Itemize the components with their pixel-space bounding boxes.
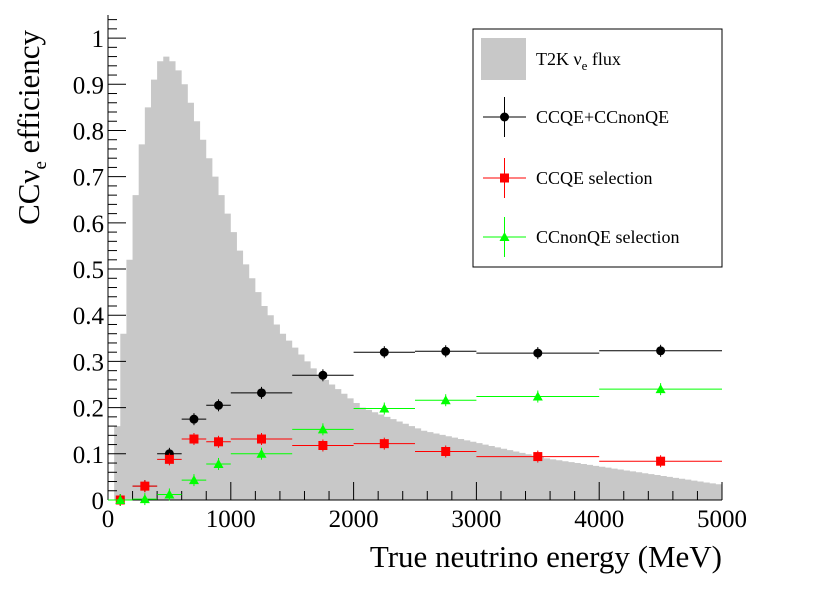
data-point xyxy=(189,414,199,424)
legend-marker xyxy=(499,232,510,241)
y-tick-label: 0.7 xyxy=(73,165,104,192)
legend-flux-label-part: T2K ν xyxy=(536,49,582,69)
data-point xyxy=(379,403,390,413)
data-point xyxy=(214,437,224,447)
data-point xyxy=(257,388,266,398)
y-tick-label: 0.6 xyxy=(73,211,104,238)
y-axis-title-main: CCν xyxy=(11,170,46,225)
plot-frame xyxy=(107,15,722,501)
data-point xyxy=(317,424,328,434)
series-triangle xyxy=(108,383,722,506)
y-tick-label: 0.2 xyxy=(73,396,104,423)
data-point xyxy=(655,384,666,394)
legend: T2K νe flux CCQE+CCnonQE CCQE selection CCn… xyxy=(472,28,723,268)
legend-flux-label-part: flux xyxy=(587,49,621,69)
y-axis-title-sub: e xyxy=(30,161,51,169)
data-point xyxy=(189,434,199,444)
data-point xyxy=(533,348,543,358)
x-tick-label: 0 xyxy=(102,506,115,533)
legend-label: CCnonQE selection xyxy=(536,227,679,247)
y-axis-title-rest: efficiency xyxy=(11,30,46,162)
y-tick-label: 0.9 xyxy=(73,72,104,99)
x-axis-title: True neutrino energy (MeV) xyxy=(370,539,722,574)
legend-label: CCQE+CCnonQE xyxy=(536,107,669,127)
y-tick-label: 0 xyxy=(92,488,105,515)
flux-histogram-area xyxy=(114,56,722,500)
x-tick-label: 5000 xyxy=(697,506,747,533)
data-point xyxy=(164,489,175,499)
data-point xyxy=(656,346,666,356)
x-tick-label: 1000 xyxy=(206,506,256,533)
x-tick-label: 3000 xyxy=(451,506,501,533)
y-tick-label: 0.3 xyxy=(73,349,104,376)
data-point xyxy=(441,447,451,456)
y-tick-label: 0.8 xyxy=(73,118,104,145)
data-point xyxy=(140,481,150,491)
y-tick-label: 0.4 xyxy=(73,303,105,330)
legend-marker xyxy=(500,112,509,122)
legend-label: CCQE selection xyxy=(536,168,652,188)
data-point xyxy=(379,439,389,449)
data-point xyxy=(440,395,451,405)
flux-histogram xyxy=(114,56,722,500)
data-point xyxy=(214,400,224,410)
data-point xyxy=(656,456,666,466)
data-point xyxy=(139,494,150,504)
data-point xyxy=(256,448,267,458)
data-point xyxy=(188,475,199,485)
legend-marker xyxy=(500,173,509,183)
x-tick-label: 4000 xyxy=(574,506,624,533)
data-point xyxy=(318,440,328,450)
data-point xyxy=(379,347,389,357)
y-axis-title: CCνe efficiency xyxy=(11,30,51,225)
data-point xyxy=(532,391,543,401)
data-point xyxy=(115,495,126,504)
data-point xyxy=(213,458,224,468)
data-point xyxy=(533,452,543,462)
data-point xyxy=(441,346,451,356)
data-point xyxy=(164,454,174,464)
y-tick-label: 1 xyxy=(92,26,105,53)
y-tick-label: 0.5 xyxy=(73,257,104,284)
y-tick-label: 0.1 xyxy=(73,442,104,469)
legend-flux-label-part: e xyxy=(582,58,588,73)
legend-flux-swatch xyxy=(481,38,526,80)
legend-flux-label: T2K νe flux xyxy=(536,49,621,73)
data-series xyxy=(108,344,722,506)
data-point xyxy=(257,434,266,444)
x-tick-label: 2000 xyxy=(329,506,379,533)
axis-ticks: 0 0.1 0.2 0.3 0.4 0.5 0.6 0.7 0.8 0.9 1 0 1000 2000 30… xyxy=(73,19,747,533)
data-point xyxy=(318,370,328,380)
